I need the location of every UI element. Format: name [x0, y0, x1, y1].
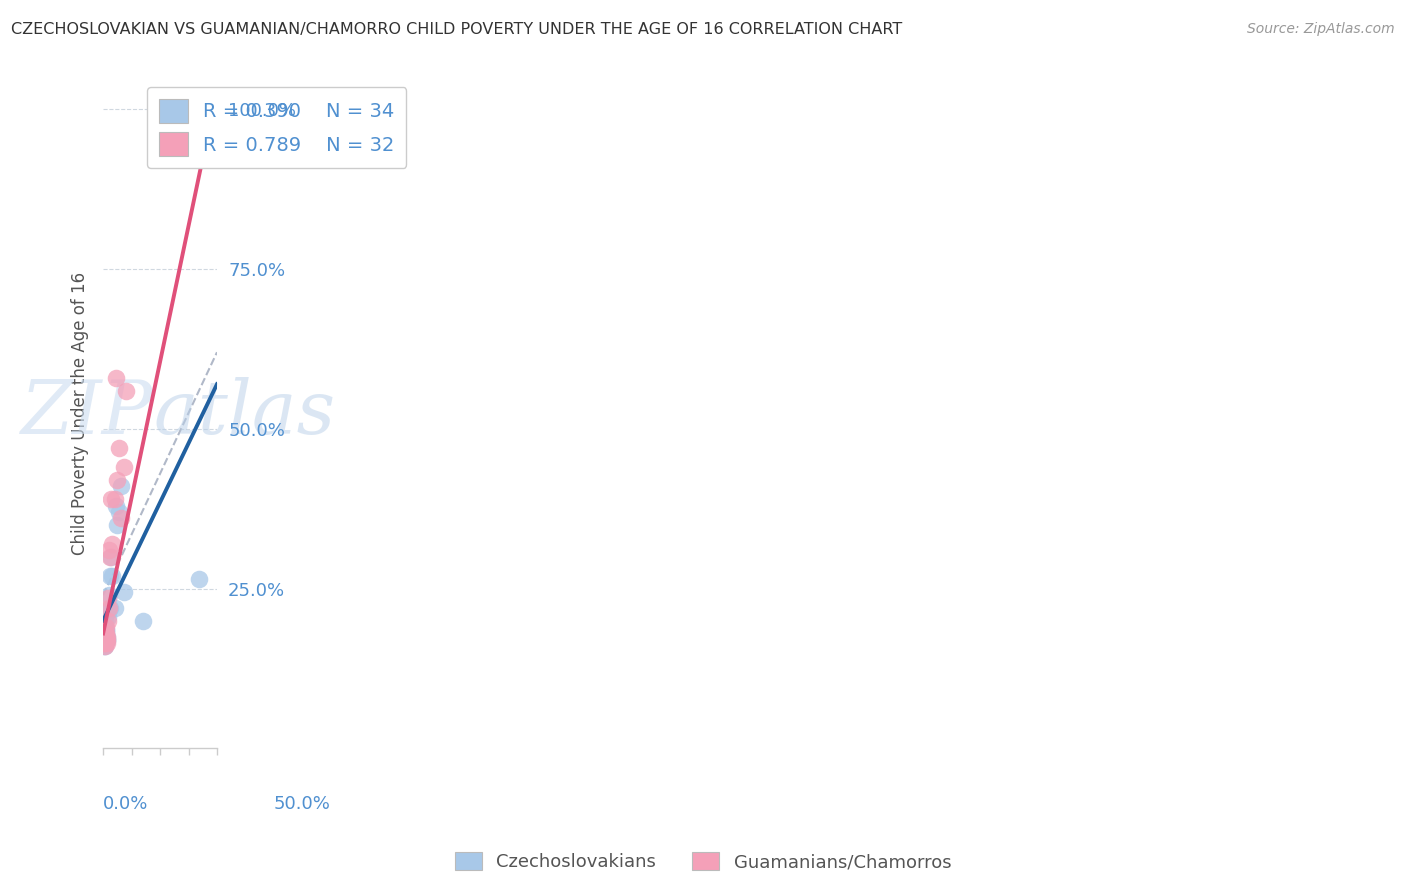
Point: [94, 620, 117, 634]
Point: [93, 630, 115, 644]
Legend: R = 0.390    N = 34, R = 0.789    N = 32: R = 0.390 N = 34, R = 0.789 N = 32: [148, 87, 406, 168]
Text: atlas: atlas: [153, 376, 336, 450]
Point: [94, 626, 117, 640]
Point: [103, 600, 125, 615]
Point: [93, 636, 115, 650]
Text: ZIP: ZIP: [21, 376, 153, 450]
Point: [101, 537, 124, 551]
Point: [187, 572, 209, 586]
Point: [94, 630, 117, 644]
Text: CZECHOSLOVAKIAN VS GUAMANIAN/CHAMORRO CHILD POVERTY UNDER THE AGE OF 16 CORRELAT: CZECHOSLOVAKIAN VS GUAMANIAN/CHAMORRO CH…: [11, 22, 903, 37]
Point: [94, 614, 117, 628]
Point: [97, 610, 120, 624]
Point: [98, 600, 121, 615]
Point: [94, 630, 117, 644]
Point: [94, 620, 117, 634]
Point: [96, 624, 118, 638]
Point: [93, 639, 115, 653]
Point: [94, 630, 117, 644]
Point: [104, 499, 127, 513]
Point: [97, 614, 120, 628]
Point: [93, 632, 115, 647]
Point: [100, 492, 122, 507]
Point: [97, 604, 120, 618]
Point: [96, 632, 118, 647]
Point: [94, 626, 117, 640]
Point: [103, 492, 125, 507]
Point: [93, 626, 115, 640]
Text: Source: ZipAtlas.com: Source: ZipAtlas.com: [1247, 22, 1395, 37]
Y-axis label: Child Poverty Under the Age of 16: Child Poverty Under the Age of 16: [72, 271, 89, 555]
Point: [97, 588, 120, 602]
Point: [195, 103, 218, 117]
Text: 50.0%: 50.0%: [274, 796, 330, 814]
Point: [93, 626, 115, 640]
Point: [93, 630, 115, 644]
Point: [93, 632, 115, 647]
Point: [93, 639, 115, 653]
Point: [101, 569, 124, 583]
Point: [98, 549, 121, 564]
Point: [94, 607, 117, 622]
Point: [108, 441, 131, 455]
Point: [93, 620, 115, 634]
Point: [94, 639, 117, 653]
Point: [96, 632, 118, 647]
Point: [110, 511, 132, 525]
Text: 0.0%: 0.0%: [103, 796, 149, 814]
Point: [112, 585, 135, 599]
Legend: Czechoslovakians, Guamanians/Chamorros: Czechoslovakians, Guamanians/Chamorros: [447, 845, 959, 879]
Point: [96, 636, 118, 650]
Point: [93, 626, 115, 640]
Point: [97, 591, 120, 606]
Point: [132, 614, 155, 628]
Point: [105, 517, 128, 532]
Point: [105, 473, 128, 487]
Point: [96, 630, 118, 644]
Point: [96, 632, 118, 647]
Point: [93, 630, 115, 644]
Point: [98, 569, 121, 583]
Point: [96, 632, 118, 647]
Point: [115, 384, 138, 398]
Point: [96, 630, 118, 644]
Point: [94, 624, 117, 638]
Point: [98, 600, 121, 615]
Point: [108, 505, 131, 519]
Point: [110, 479, 132, 493]
Point: [112, 460, 135, 475]
Point: [97, 543, 120, 558]
Point: [104, 371, 127, 385]
Point: [93, 636, 115, 650]
Point: [93, 632, 115, 647]
Point: [93, 636, 115, 650]
Point: [94, 626, 117, 640]
Point: [100, 549, 122, 564]
Point: [93, 632, 115, 647]
